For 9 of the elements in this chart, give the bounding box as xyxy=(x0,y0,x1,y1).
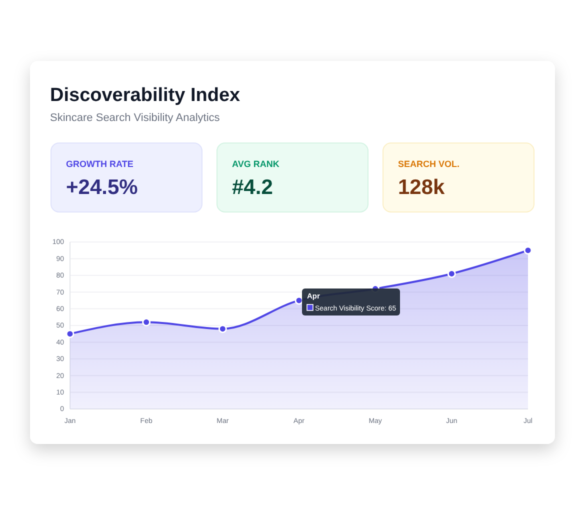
text: 128k xyxy=(398,176,446,199)
text: SEARCH VOL. xyxy=(398,159,460,169)
text: GROWTH RATE xyxy=(66,159,134,169)
text: #4.2 xyxy=(232,176,273,199)
text: Skincare Search Visibility Analytics xyxy=(50,112,220,124)
point xyxy=(218,324,227,334)
text: +24.5% xyxy=(66,176,138,199)
text: Discoverability Index xyxy=(50,85,241,106)
text: AVG RANK xyxy=(232,159,280,169)
